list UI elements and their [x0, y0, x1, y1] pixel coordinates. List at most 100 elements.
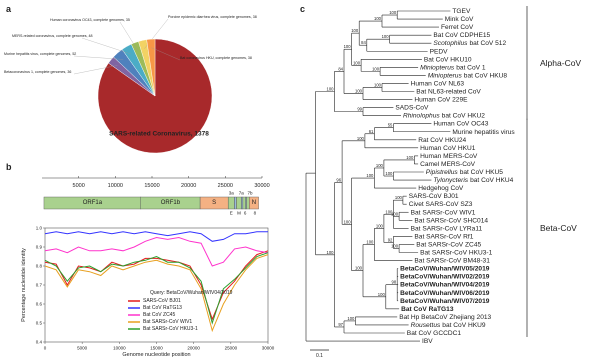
slice-label: Betacoronavirus 1, complete genomes, 36 — [4, 70, 71, 74]
taxon-name: PEDV — [430, 48, 449, 55]
bootstrap-value: 100 — [366, 239, 374, 244]
taxon-name: Ferret CoV — [441, 24, 474, 31]
taxon-label: Human MERS-CoV — [420, 152, 478, 159]
scale-bar-label: 0.1 — [316, 353, 323, 359]
bootstrap-value: 97 — [338, 322, 343, 327]
bootstrap-value: 92 — [388, 237, 393, 242]
taxon-name: SADS-CoV — [395, 104, 429, 111]
taxon-name: Bat NL63-related CoV — [416, 88, 481, 95]
orf-label: 7b — [248, 191, 254, 196]
bootstrap-value: 100 — [327, 87, 335, 92]
bootstrap-value: 55 — [388, 123, 393, 128]
taxon-label: Bat SARSr-CoV Rf1 — [414, 233, 473, 240]
taxon-name: Camel MERS-CoV — [420, 160, 476, 167]
taxon-name: Bat CoV CDPHE15 — [433, 32, 490, 39]
genome-tick-label: 30000 — [254, 183, 269, 189]
taxon-label: Murine hepatitis virus — [452, 128, 515, 135]
taxon-name: BetaCoV/Wuhan/WIV05/2019 — [400, 265, 490, 272]
taxon-label: Bat CoV RaTG13 — [401, 305, 454, 312]
taxon-label: Bat CoV CDPHE15 — [433, 32, 490, 39]
orf-box — [249, 196, 259, 210]
taxon-label: Pipistrellus bat CoV HKU5 — [426, 169, 503, 176]
genome-tick-label: 5000 — [73, 183, 85, 189]
genome-tick-label: 10000 — [108, 183, 123, 189]
bootstrap-value: 100 — [391, 243, 399, 248]
orf-label: S — [212, 200, 216, 206]
taxon-name: Bat SARSr-CoV SHC014 — [414, 217, 488, 224]
taxon-name: bat CoV HKU9 — [442, 321, 486, 328]
taxon-name: Bat SARSr-CoV Rf1 — [414, 233, 473, 240]
taxon-name: IBV — [422, 338, 433, 345]
taxon-label: Human CoV OC43 — [433, 120, 488, 127]
taxon-name: Human CoV OC43 — [433, 120, 488, 127]
x-tick-label: 5000 — [77, 346, 88, 351]
clade-label: Alpha-CoV — [540, 58, 581, 68]
taxon-label: TGEV — [452, 8, 471, 15]
taxon-label: Miniopterus bat CoV HKU8 — [428, 72, 508, 79]
taxon-label: Camel MERS-CoV — [420, 160, 476, 167]
orf-label: N — [252, 200, 256, 206]
bootstrap-value: 84 — [361, 40, 366, 45]
taxon-label: Bat Hp BetaCoV Zhejiang 2013 — [399, 313, 491, 320]
bootstrap-value: 84 — [338, 66, 343, 71]
bootstrap-value: 96 — [336, 178, 341, 183]
taxon-name: SARS-CoV BJ01 — [409, 193, 459, 200]
leader-line — [73, 65, 118, 75]
taxon-label: Rousettus bat CoV HKU9 — [411, 321, 486, 328]
series-line — [44, 231, 268, 242]
taxon-label: Human CoV 229E — [414, 96, 468, 103]
panel-label: a — [6, 4, 12, 14]
taxon-label: Civet SARS-CoV SZ3 — [409, 201, 473, 208]
taxon-label: Rat CoV HKU24 — [418, 136, 466, 143]
taxon-name: bat CoV 512 — [469, 40, 506, 47]
taxon-label: Bat SARSr-CoV WIV1 — [411, 209, 476, 216]
series-line — [44, 252, 269, 325]
taxon-name: Bat CoV GCCDC1 — [407, 330, 462, 337]
series-line — [44, 254, 269, 333]
taxon-label: SARS-CoV BJ01 — [409, 193, 459, 200]
bootstrap-value: 100 — [385, 209, 393, 214]
taxon-name: Rat CoV HKU24 — [418, 136, 466, 143]
slice-label: MERS-related coronavirus, complete genom… — [12, 34, 93, 38]
orf-box — [228, 196, 235, 210]
taxon-name: Human CoV 229E — [414, 96, 468, 103]
taxon-name: Bat Hp BetaCoV Zhejiang 2013 — [399, 313, 491, 320]
x-tick-label: 30000 — [262, 346, 275, 351]
taxon-name: Bat SARSr-CoV HKU3-1 — [420, 249, 493, 256]
taxon-label: Bat SARSr-CoV BM48-31 — [414, 257, 490, 264]
taxon-genus: Miniopterus — [428, 72, 463, 79]
taxon-genus: Scotophilus — [433, 40, 468, 47]
orf-box — [234, 196, 237, 210]
y-tick-label: 0.9 — [36, 245, 43, 250]
x-tick-label: 0 — [44, 346, 47, 351]
taxon-name: Human MERS-CoV — [420, 152, 478, 159]
taxon-label: Bat SARSr-CoV ZC45 — [416, 241, 481, 248]
bootstrap-value: 100 — [327, 250, 335, 255]
taxon-genus: Tylonycteris — [433, 177, 468, 184]
bootstrap-value: 100 — [395, 195, 403, 200]
bootstrap-value: 100 — [372, 66, 380, 71]
taxon-name: bat CoV HKU4 — [470, 177, 514, 184]
x-tick-label: 15000 — [150, 346, 163, 351]
orf-label: ORF1b — [161, 200, 181, 206]
taxon-genus: Rousettus — [411, 321, 441, 328]
y-tick-label: 1.0 — [36, 226, 43, 231]
taxon-label: Bat CoV HKU10 — [424, 56, 472, 63]
bootstrap-value: 61 — [369, 129, 374, 134]
slice-label: Human coronavirus OC43, complete genomes… — [50, 18, 130, 22]
taxon-label: Human CoV HKU1 — [420, 144, 476, 151]
taxon-name: Murine hepatitis virus — [452, 128, 515, 135]
taxon-name: Bat SARSr-CoV BM48-31 — [414, 257, 490, 264]
bootstrap-value: 99 — [357, 107, 362, 112]
taxon-name: TGEV — [452, 8, 471, 15]
taxon-name: bat CoV HKU2 — [442, 112, 486, 119]
panel-label: c — [300, 4, 305, 14]
taxon-label: Hedgehog CoV — [418, 185, 464, 192]
taxon-label: Mink CoV — [445, 16, 474, 23]
taxon-label: SADS-CoV — [395, 104, 429, 111]
taxon-label: BetaCoV/Wuhan/WIV06/2019 — [400, 289, 490, 296]
taxon-label: BetaCoV/Wuhan/WIV05/2019 — [400, 265, 490, 272]
taxon-label: Ferret CoV — [441, 24, 474, 31]
bootstrap-value: 100 — [389, 10, 397, 15]
